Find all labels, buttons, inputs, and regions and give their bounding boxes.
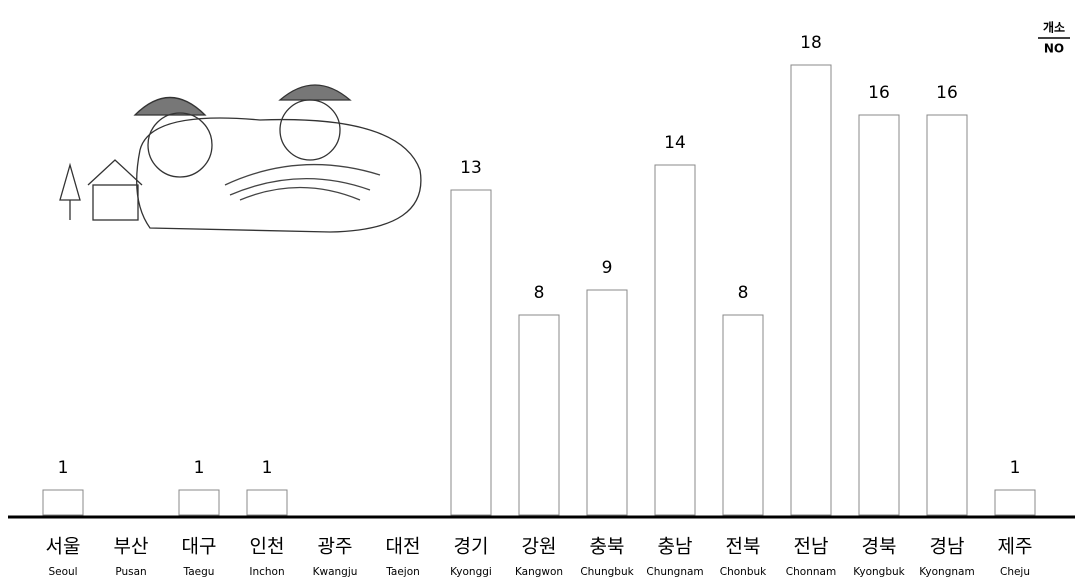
value-label: 1 xyxy=(58,458,69,478)
x-tick-label: 서울 xyxy=(46,536,81,558)
x-tick-sublabel: Pusan xyxy=(115,566,146,578)
value-label: 13 xyxy=(460,158,482,178)
x-tick-sublabel: Inchon xyxy=(249,566,284,578)
value-label: 18 xyxy=(800,33,822,53)
x-tick-label: 전남 xyxy=(794,536,829,558)
x-tick-sublabel: Taejon xyxy=(385,566,420,578)
unit-label: NO xyxy=(1044,42,1064,56)
value-label: 1 xyxy=(262,458,273,478)
x-tick-sublabel: Taegu xyxy=(183,566,215,578)
x-tick-sublabel: Kwangju xyxy=(313,566,358,578)
x-tick-sublabel: Kyongnam xyxy=(919,566,974,578)
value-label: 8 xyxy=(534,283,545,303)
x-tick-label: 충북 xyxy=(590,536,625,558)
bar xyxy=(723,315,763,515)
bar xyxy=(43,490,83,515)
x-tick-sublabel: Cheju xyxy=(1000,566,1030,578)
x-tick-sublabel: Chonbuk xyxy=(720,566,767,578)
value-label: 8 xyxy=(738,283,749,303)
x-tick-label: 광주 xyxy=(318,536,353,558)
x-tick-sublabel: Kangwon xyxy=(515,566,563,578)
bar xyxy=(655,165,695,515)
bar xyxy=(927,115,967,515)
value-label: 14 xyxy=(664,133,686,153)
x-tick-sublabel: Kyongbuk xyxy=(853,566,905,578)
x-tick-label: 부산 xyxy=(114,536,149,558)
x-tick-label: 충남 xyxy=(658,536,693,558)
x-tick-label: 대구 xyxy=(182,536,217,558)
chart: 개소 NO 서울 Seoul 1 부산 Pusan 대구 Taegu 1 인천 Inchon 1 광주… xyxy=(0,0,1082,583)
value-label: 1 xyxy=(1010,458,1021,478)
x-tick-label: 경남 xyxy=(930,536,965,558)
value-label: 1 xyxy=(194,458,205,478)
illustration xyxy=(60,85,421,232)
x-tick-label: 경기 xyxy=(454,536,489,558)
unit-label: 개소 xyxy=(1043,21,1065,35)
bar xyxy=(519,315,559,515)
x-tick-label: 대전 xyxy=(386,536,421,558)
bar xyxy=(179,490,219,515)
page: 개소 NO 서울 Seoul 1 부산 Pusan 대구 Taegu 1 인천 Inchon 1 광주… xyxy=(0,0,1082,583)
value-label: 16 xyxy=(936,83,958,103)
x-tick-sublabel: Chonnam xyxy=(786,566,836,578)
bar xyxy=(587,290,627,515)
value-label: 16 xyxy=(868,83,890,103)
bar xyxy=(995,490,1035,515)
x-tick-sublabel: Chungbuk xyxy=(580,566,634,578)
x-tick-label: 전북 xyxy=(726,536,761,558)
x-tick-label: 인천 xyxy=(250,536,285,558)
bar xyxy=(859,115,899,515)
x-tick-label: 제주 xyxy=(998,536,1033,558)
x-tick-label: 경북 xyxy=(862,536,897,558)
x-tick-label: 강원 xyxy=(522,536,557,558)
bar xyxy=(791,65,831,515)
value-label: 9 xyxy=(602,258,613,278)
bar xyxy=(451,190,491,515)
bar xyxy=(247,490,287,515)
x-tick-sublabel: Kyonggi xyxy=(450,566,492,578)
x-tick-sublabel: Seoul xyxy=(48,566,77,578)
x-tick-sublabel: Chungnam xyxy=(646,566,703,578)
